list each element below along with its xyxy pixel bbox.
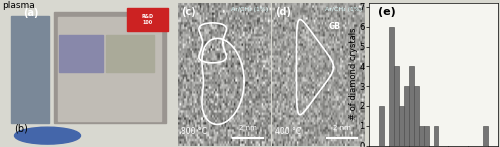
Text: R&D
100: R&D 100 xyxy=(142,14,154,25)
Text: GB: GB xyxy=(329,22,341,31)
Text: (e): (e) xyxy=(378,7,396,17)
Bar xyxy=(483,126,488,146)
Bar xyxy=(60,35,102,72)
Bar xyxy=(58,17,161,121)
Text: plasma: plasma xyxy=(2,1,35,10)
Bar xyxy=(434,126,438,146)
Bar xyxy=(379,106,384,146)
Text: (c): (c) xyxy=(181,7,196,17)
Bar xyxy=(404,86,408,146)
Text: 800 °C: 800 °C xyxy=(181,127,207,136)
Bar xyxy=(394,66,399,146)
Bar xyxy=(399,106,404,146)
Bar xyxy=(418,126,424,146)
Bar xyxy=(408,66,414,146)
Text: Ar/CH₄ (1%): Ar/CH₄ (1%) xyxy=(325,7,362,12)
Bar xyxy=(54,12,166,123)
Bar xyxy=(414,86,418,146)
Bar xyxy=(424,126,428,146)
Y-axis label: # of diamond crystals: # of diamond crystals xyxy=(349,28,358,121)
Text: (b): (b) xyxy=(14,124,28,134)
Text: 400 °C: 400 °C xyxy=(275,127,301,136)
Ellipse shape xyxy=(14,127,80,144)
Text: 2 nm: 2 nm xyxy=(239,125,256,131)
Text: Ar/CH₄ (1%): Ar/CH₄ (1%) xyxy=(231,7,268,12)
Bar xyxy=(126,8,168,31)
Text: (a): (a) xyxy=(23,8,38,18)
Bar xyxy=(389,27,394,146)
Text: (d): (d) xyxy=(275,7,291,17)
Bar xyxy=(106,35,154,72)
Text: 2 nm: 2 nm xyxy=(333,125,350,131)
Bar xyxy=(11,16,49,123)
